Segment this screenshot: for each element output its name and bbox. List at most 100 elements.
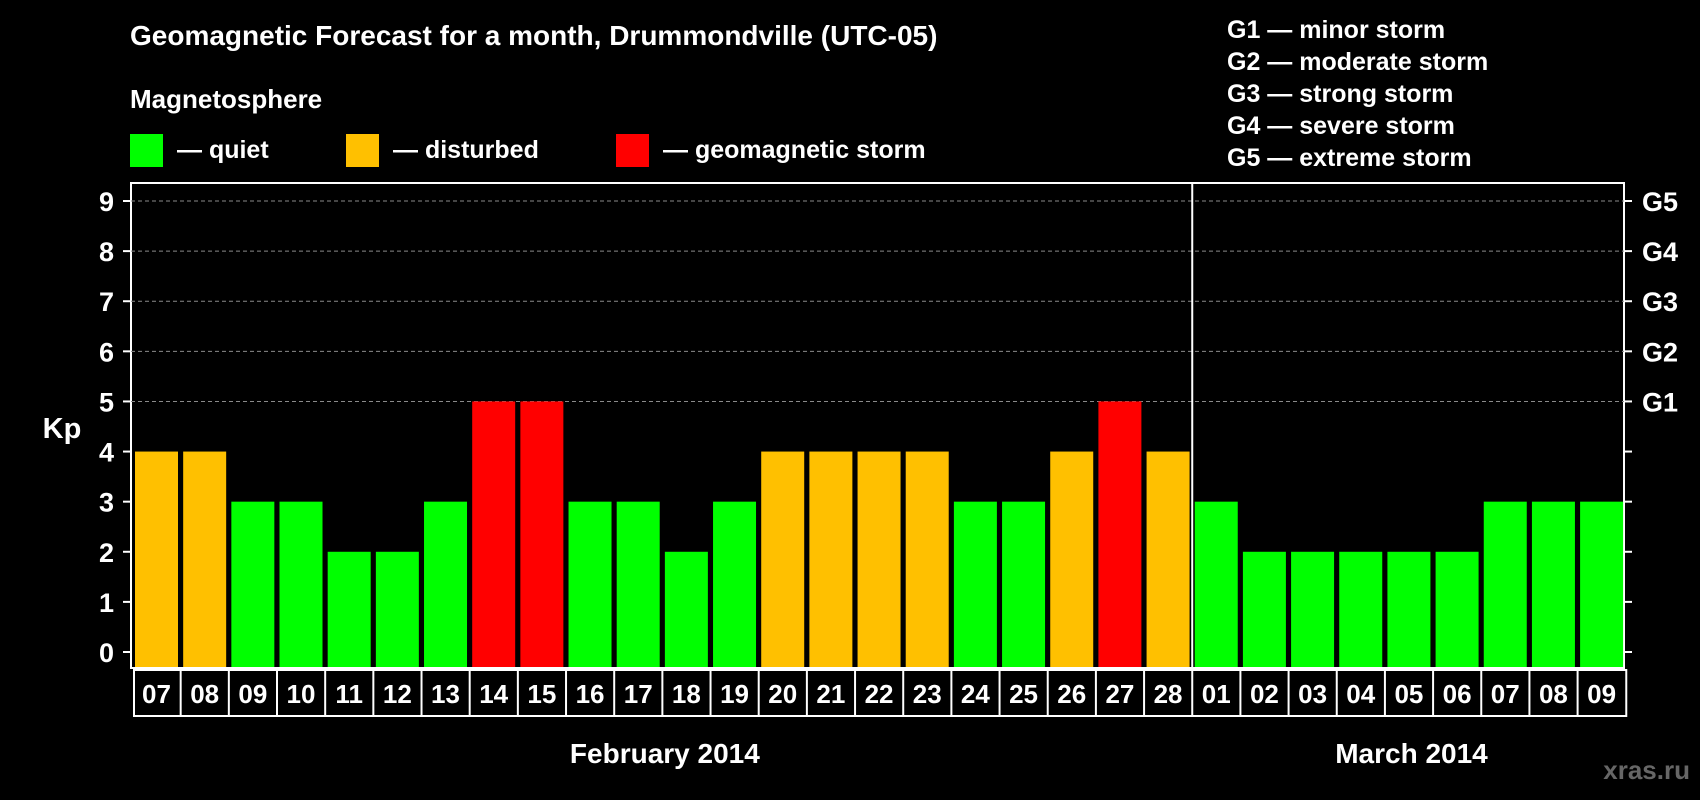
- x-tick-label: 04: [1346, 679, 1375, 709]
- x-tick-label: 19: [720, 679, 749, 709]
- day-label-box: [133, 669, 1628, 717]
- x-tick-label: 07: [142, 679, 171, 709]
- y-tick-label: 0: [99, 638, 114, 668]
- y-tick-label: 9: [99, 187, 114, 217]
- kp-bar: [1435, 551, 1479, 667]
- x-tick-label: 22: [865, 679, 894, 709]
- kp-bar: [1387, 551, 1431, 667]
- x-tick-label: 01: [1202, 679, 1231, 709]
- kp-bar: [809, 451, 853, 667]
- x-tick-label: 18: [672, 679, 701, 709]
- month-label: February 2014: [570, 738, 760, 769]
- kp-bar: [664, 551, 708, 667]
- legend-disturbed-label: — disturbed: [393, 136, 539, 164]
- kp-bar: [279, 501, 323, 667]
- kp-bar: [1146, 451, 1190, 667]
- x-tick-label: 10: [287, 679, 316, 709]
- kp-bar: [1483, 501, 1527, 667]
- storm-scale-g4: G4 — severe storm: [1227, 112, 1455, 140]
- storm-scale-g3: G3 — strong storm: [1227, 80, 1454, 108]
- right-g-label: G3: [1642, 287, 1678, 317]
- y-tick-label: 4: [99, 438, 114, 468]
- y-axis-label: Kp: [43, 413, 82, 445]
- x-tick-label: 12: [383, 679, 412, 709]
- x-tick-label: 27: [1105, 679, 1134, 709]
- legend-disturbed-swatch: [346, 134, 379, 167]
- kp-bar: [761, 451, 805, 667]
- kp-bar: [183, 451, 227, 667]
- kp-bar: [1291, 551, 1335, 667]
- y-tick-label: 5: [99, 387, 114, 417]
- x-tick-label: 28: [1154, 679, 1183, 709]
- storm-scale-g5: G5 — extreme storm: [1227, 144, 1472, 172]
- legend-quiet-label: — quiet: [177, 136, 269, 164]
- right-g-label: G2: [1642, 337, 1678, 367]
- x-tick-label: 20: [768, 679, 797, 709]
- kp-bar: [905, 451, 949, 667]
- right-g-label: G5: [1642, 187, 1678, 217]
- x-tick-label: 06: [1443, 679, 1472, 709]
- kp-bar: [953, 501, 997, 667]
- y-tick-label: 8: [99, 237, 114, 267]
- storm-scale-g1: G1 — minor storm: [1227, 16, 1446, 44]
- storm-scale-legend: G1 — minor storm G2 — moderate storm G3 …: [1227, 14, 1488, 174]
- kp-bar: [472, 401, 516, 667]
- kp-bar: [231, 501, 275, 667]
- chart-subtitle: Magnetosphere: [130, 84, 323, 114]
- right-g-label: G4: [1642, 237, 1678, 267]
- watermark: xras.ru: [1603, 755, 1690, 785]
- kp-bar: [327, 551, 371, 667]
- month-label: March 2014: [1335, 738, 1488, 769]
- legend-storm-swatch: [616, 134, 649, 167]
- y-tick-label: 7: [99, 287, 114, 317]
- y-tick-label: 2: [99, 538, 114, 568]
- kp-bar: [616, 501, 660, 667]
- x-tick-label: 16: [576, 679, 605, 709]
- kp-bar: [1531, 501, 1575, 667]
- legend-storm-label: — geomagnetic storm: [663, 136, 926, 164]
- kp-bar: [520, 401, 564, 667]
- kp-bar: [1002, 501, 1046, 667]
- plot-frame: [130, 182, 1625, 669]
- x-tick-label: 02: [1250, 679, 1279, 709]
- x-tick-label: 13: [431, 679, 460, 709]
- x-tick-label: 24: [961, 679, 990, 709]
- x-tick-label: 08: [190, 679, 219, 709]
- kp-bar: [135, 451, 178, 667]
- kp-bar: [375, 551, 419, 667]
- y-tick-label: 6: [99, 337, 114, 367]
- right-g-label: G1: [1642, 387, 1678, 417]
- kp-bar: [1580, 501, 1624, 667]
- x-tick-label: 26: [1057, 679, 1086, 709]
- x-tick-label: 05: [1394, 679, 1423, 709]
- legend-storm: — geomagnetic storm: [616, 134, 926, 167]
- x-tick-label: 25: [1009, 679, 1038, 709]
- kp-bar: [568, 501, 612, 667]
- y-tick-label: 3: [99, 488, 114, 518]
- x-tick-label: 11: [335, 679, 363, 709]
- x-tick-label: 21: [816, 679, 845, 709]
- kp-bar: [713, 501, 757, 667]
- kp-bar: [1339, 551, 1383, 667]
- x-tick-label: 14: [479, 679, 508, 709]
- x-tick-label: 17: [624, 679, 653, 709]
- kp-bar: [1098, 401, 1142, 667]
- legend-quiet-swatch: [130, 134, 163, 167]
- x-tick-label: 15: [527, 679, 556, 709]
- legend-quiet: — quiet: [130, 134, 269, 167]
- x-tick-label: 07: [1491, 679, 1520, 709]
- x-tick-label: 09: [238, 679, 267, 709]
- x-tick-label: 08: [1539, 679, 1568, 709]
- kp-bar: [1242, 551, 1286, 667]
- x-tick-label: 03: [1298, 679, 1327, 709]
- chart-title: Geomagnetic Forecast for a month, Drummo…: [130, 20, 938, 51]
- kp-bar: [1194, 501, 1238, 667]
- storm-scale-g2: G2 — moderate storm: [1227, 48, 1489, 76]
- kp-bar: [424, 501, 468, 667]
- y-tick-label: 1: [99, 588, 114, 618]
- kp-bar: [857, 451, 901, 667]
- legend-disturbed: — disturbed: [346, 134, 539, 167]
- x-tick-label: 23: [913, 679, 942, 709]
- kp-bar: [1050, 451, 1094, 667]
